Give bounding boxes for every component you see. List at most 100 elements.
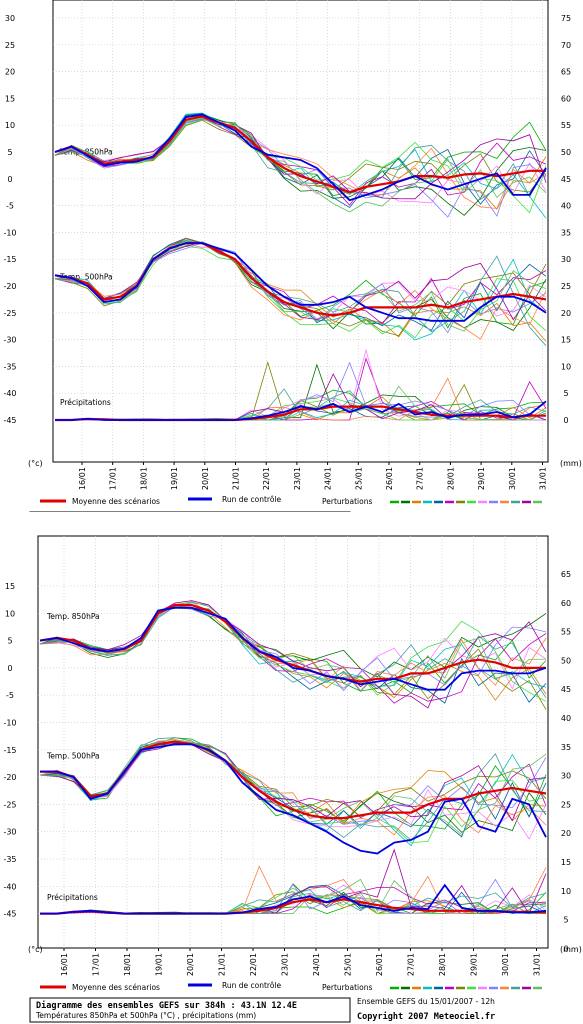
y-right-tick-label: 10 xyxy=(561,887,571,896)
y-right-tick-label: 50 xyxy=(561,148,571,157)
ensemble-chart-12h: 151050-5-10-15-20-25-30-35-40-4565605550… xyxy=(3,535,582,1023)
x-tick-label: 28/01 xyxy=(446,467,455,490)
x-tick-label: 25/01 xyxy=(344,953,353,976)
y-right-tick-label: 65 xyxy=(561,570,571,579)
y-right-tick-label: 30 xyxy=(561,772,571,781)
perturbation-line xyxy=(39,600,547,709)
y-right-tick-label: 50 xyxy=(561,656,571,665)
y-left-tick-label: 10 xyxy=(5,121,15,130)
x-tick-label: 22/01 xyxy=(262,467,271,490)
x-tick-label: 26/01 xyxy=(385,467,394,490)
x-tick-label: 17/01 xyxy=(109,467,118,490)
x-tick-label: 27/01 xyxy=(416,467,425,490)
y-left-tick-label: -30 xyxy=(3,336,16,345)
y-left-tick-label: 20 xyxy=(5,68,15,77)
y-left-tick-label: -35 xyxy=(3,855,16,864)
x-tick-label: 23/01 xyxy=(293,467,302,490)
plot-area xyxy=(52,0,549,463)
footer-run: Ensemble GEFS du 15/01/2007 - 12h xyxy=(357,997,495,1006)
y-right-tick-label: 55 xyxy=(561,121,571,130)
y-right-tick-label: 60 xyxy=(561,94,571,103)
label-precipitations: Précipitations xyxy=(60,398,111,407)
x-tick-label: 25/01 xyxy=(354,467,363,490)
y-left-tick-label: -25 xyxy=(3,309,16,318)
y-left-tick-label: 0 xyxy=(7,664,12,673)
legend-control-label: Run de contrôle xyxy=(222,495,282,504)
x-tick-label: 23/01 xyxy=(281,953,290,976)
perturbation-line xyxy=(39,604,547,702)
x-tick-label: 20/01 xyxy=(186,953,195,976)
y-left-unit: (°c) xyxy=(28,459,43,468)
y-right-tick-label: 45 xyxy=(561,685,571,694)
y-right-tick-label: 40 xyxy=(561,714,571,723)
label-850hpa: Temp. 850hPa xyxy=(46,612,100,621)
footer-copyright: Copyright 2007 Meteociel.fr xyxy=(357,1011,495,1022)
legend-mean-label: Moyenne des scénarios xyxy=(72,983,160,992)
y-right-tick-label: 75 xyxy=(561,14,571,23)
label-precipitations: Précipitations xyxy=(47,893,98,902)
y-left-tick-label: -20 xyxy=(3,773,16,782)
control-line-500 xyxy=(40,743,547,855)
x-tick-label: 17/01 xyxy=(92,953,101,976)
y-right-tick-label: 35 xyxy=(561,228,571,237)
perturbation-line xyxy=(54,241,547,321)
y-left-tick-label: 10 xyxy=(5,609,15,618)
y-left-tick-label: -30 xyxy=(3,828,16,837)
perturbation-line xyxy=(54,243,547,320)
y-left-tick-label: 0 xyxy=(7,175,12,184)
y-right-tick-label: 25 xyxy=(561,800,571,809)
perturbation-line xyxy=(54,112,547,219)
legend-perturbations-label: Perturbations xyxy=(322,983,372,992)
x-tick-label: 29/01 xyxy=(477,467,486,490)
y-right-tick-label: 65 xyxy=(561,68,571,77)
y-left-tick-label: -10 xyxy=(3,228,16,237)
legend-control-label: Run de contrôle xyxy=(222,981,282,990)
y-left-tick-label: -5 xyxy=(6,691,14,700)
control-line-500 xyxy=(54,242,547,322)
perturbation-line xyxy=(39,607,547,701)
y-left-tick-label: -35 xyxy=(3,362,16,371)
perturbation-line xyxy=(54,116,547,200)
y-right-unit: (mm) xyxy=(560,945,582,954)
y-left-tick-label: 5 xyxy=(7,148,12,157)
perturbation-line xyxy=(54,119,547,214)
control-line-850 xyxy=(39,606,547,691)
perturbation-line xyxy=(39,602,547,699)
x-tick-label: 31/01 xyxy=(539,467,548,490)
footer-run: Ensemble GEFS du 15/01/2007 - 06h xyxy=(357,511,495,512)
y-left-tick-label: 25 xyxy=(5,41,15,50)
y-right-tick-label: 15 xyxy=(561,336,571,345)
footer-box xyxy=(29,997,351,1023)
y-right-tick-label: 5 xyxy=(563,389,568,398)
ensemble-chart-06h: 302520151050-5-10-15-20-25-30-35-40-4575… xyxy=(3,0,582,512)
y-left-tick-label: -25 xyxy=(3,800,16,809)
footer-subtitle: Températures 850hPa et 500hPa (°C) , pré… xyxy=(35,1011,256,1020)
y-left-tick-label: -40 xyxy=(3,882,16,891)
y-left-tick-label: -45 xyxy=(3,910,16,919)
y-right-unit: (mm) xyxy=(560,459,582,468)
y-left-tick-label: 5 xyxy=(7,637,12,646)
mean-line-850 xyxy=(54,114,546,194)
x-tick-label: 19/01 xyxy=(170,467,179,490)
label-500hpa: Temp. 500hPa xyxy=(46,752,100,761)
y-right-tick-label: 70 xyxy=(561,41,571,50)
perturbation-line xyxy=(39,739,547,836)
y-left-tick-label: -45 xyxy=(3,416,16,425)
control-line-precip xyxy=(55,400,547,421)
x-tick-label: 24/01 xyxy=(324,467,333,490)
x-tick-label: 19/01 xyxy=(155,953,164,976)
perturbation-line xyxy=(39,741,547,840)
y-right-tick-label: 20 xyxy=(561,829,571,838)
perturbation-line xyxy=(54,241,547,346)
y-right-tick-label: 0 xyxy=(563,416,568,425)
x-tick-label: 18/01 xyxy=(139,467,148,490)
y-right-tick-label: 60 xyxy=(561,599,571,608)
y-left-tick-label: -20 xyxy=(3,282,16,291)
label-500hpa: Temp. 500hPa xyxy=(59,273,113,282)
x-tick-label: 16/01 xyxy=(78,467,87,490)
y-right-tick-label: 25 xyxy=(561,282,571,291)
y-right-tick-label: 5 xyxy=(563,916,568,925)
y-left-tick-label: -15 xyxy=(3,255,16,264)
x-tick-label: 29/01 xyxy=(470,953,479,976)
perturbation-line xyxy=(54,117,547,204)
